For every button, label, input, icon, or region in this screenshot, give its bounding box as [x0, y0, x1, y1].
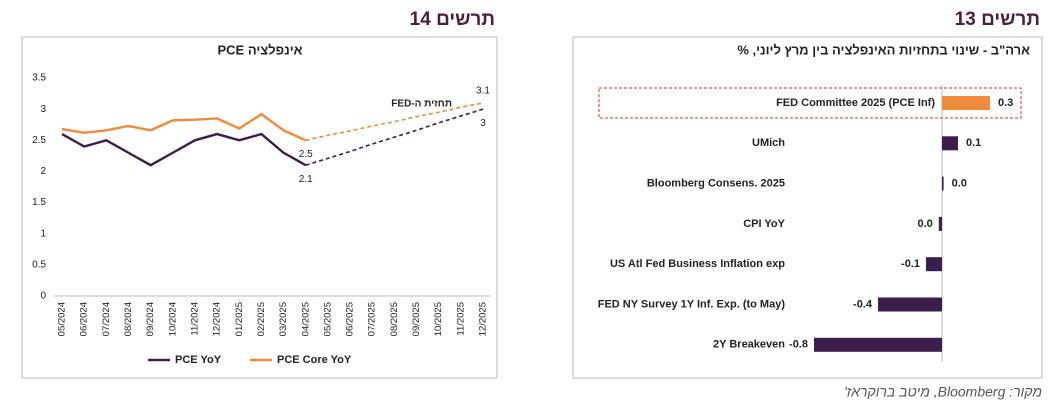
- category-label: FED Committee 2025 (PCE Inf): [776, 97, 935, 109]
- line: [305, 108, 484, 166]
- x-tick-label: 05/2025: [322, 302, 333, 336]
- x-tick-label: 07/2025: [367, 302, 378, 336]
- x-tick-label: 10/2024: [167, 302, 178, 336]
- y-tick-label: 1.5: [32, 197, 46, 208]
- x-tick-label: 08/2025: [389, 302, 400, 336]
- data-label: -0.8: [789, 339, 808, 351]
- x-tick-label: 06/2025: [345, 302, 356, 336]
- chart-title: ארה"ב - שינוי בתחזיות האינפלציה בין מרץ …: [737, 42, 1030, 57]
- category-label: 2Y Breakeven: [713, 339, 785, 351]
- x-tick-label: 01/2025: [234, 302, 245, 336]
- bar: [942, 176, 944, 191]
- category-label: Bloomberg Consens. 2025: [647, 178, 785, 190]
- bar: [926, 257, 942, 272]
- data-label: 0.1: [966, 137, 981, 149]
- data-label: -0.4: [853, 298, 873, 310]
- category-label: UMich: [752, 137, 785, 149]
- data-label: 0.0: [952, 178, 967, 190]
- x-tick-label: 11/2025: [455, 302, 466, 336]
- x-tick-label: 04/2025: [300, 302, 311, 336]
- x-tick-label: 12/2024: [212, 302, 223, 336]
- y-tick-label: 0: [40, 291, 46, 302]
- data-label: -0.1: [901, 258, 920, 270]
- x-tick-label: 02/2025: [256, 302, 267, 336]
- chart-title: אינפלציה PCE: [217, 42, 302, 57]
- legend-label: PCE YoY: [175, 354, 222, 366]
- x-tick-label: 06/2024: [79, 302, 90, 336]
- highlight-box: [598, 87, 1022, 119]
- heading: תרשים 13: [955, 9, 1040, 30]
- bar: [938, 216, 942, 231]
- y-tick-label: 3.5: [32, 73, 46, 84]
- data-label: 3: [480, 118, 486, 129]
- heading: תרשים 14: [410, 9, 495, 30]
- y-tick-label: 0.5: [32, 259, 46, 270]
- bar: [878, 297, 942, 312]
- category-label: US Atl Fed Business Inflation exp: [610, 258, 785, 270]
- line: [305, 102, 484, 142]
- y-tick-label: 3: [40, 104, 46, 115]
- category-label: FED NY Survey 1Y Inf. Exp. (to May): [598, 298, 786, 310]
- data-label: 2.1: [299, 174, 313, 185]
- x-tick-label: 10/2025: [433, 302, 444, 336]
- x-tick-label: 11/2024: [189, 302, 200, 336]
- bar: [942, 136, 958, 151]
- data-label: 0.0: [918, 218, 933, 230]
- line: [61, 132, 307, 167]
- y-tick-label: 2: [40, 166, 46, 177]
- x-tick-label: 07/2024: [101, 302, 112, 336]
- data-label: 3.1: [476, 86, 490, 97]
- left-frame: [21, 36, 498, 379]
- category-label: CPI YoY: [743, 218, 785, 230]
- bar: [814, 337, 942, 352]
- x-tick-label: 03/2025: [278, 302, 289, 336]
- line: [61, 112, 307, 142]
- right-frame: [572, 36, 1043, 379]
- legend-label: PCE Core YoY: [277, 354, 352, 366]
- annotation: תחזית ה-FED: [391, 99, 452, 110]
- y-tick-label: 2.5: [32, 135, 46, 146]
- y-tick-label: 1: [40, 228, 46, 239]
- data-label: 0.3: [998, 97, 1013, 109]
- x-tick-label: 05/2024: [57, 302, 68, 336]
- source: מקור: Bloomberg, מיטב ברוקראז': [844, 384, 1042, 400]
- bar: [942, 96, 990, 110]
- x-tick-label: 12/2025: [478, 302, 489, 336]
- x-tick-label: 09/2024: [145, 302, 156, 336]
- x-tick-label: 09/2025: [411, 302, 422, 336]
- x-tick-label: 08/2024: [123, 302, 134, 336]
- data-label: 2.5: [299, 149, 313, 160]
